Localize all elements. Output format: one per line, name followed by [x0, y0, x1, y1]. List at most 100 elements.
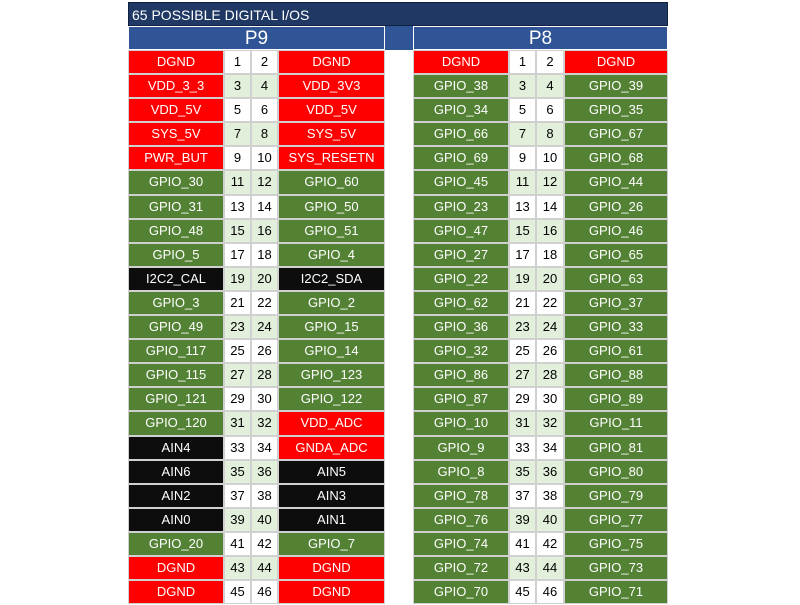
p9-signal-odd: GPIO_30	[128, 170, 224, 195]
p8-pin-even: 36	[536, 459, 564, 484]
p8-pin-odd: 35	[509, 459, 536, 484]
table-row: GPIO_49 23 24 GPIO_15 GPIO_36 23 24 GPIO_33	[128, 315, 668, 340]
p8-signal-even: GPIO_35	[564, 98, 668, 123]
table-row: DGND 45 46 DGND GPIO_70 45 46 GPIO_71	[128, 580, 668, 605]
table-row: GPIO_117 25 26 GPIO_14 GPIO_32 25 26 GPIO_61	[128, 339, 668, 364]
p8-pin-even: 38	[536, 483, 564, 508]
p8-pin-even: 30	[536, 387, 564, 412]
p9-pin-even: 22	[251, 290, 278, 316]
p9-header: P9	[128, 26, 385, 50]
p8-pin-odd: 17	[509, 242, 536, 267]
table-row: VDD_3_3 3 4 VDD_3V3 GPIO_38 3 4 GPIO_39	[128, 74, 668, 99]
p9-signal-even: GPIO_4	[278, 242, 385, 267]
p9-signal-even: GPIO_15	[278, 315, 385, 340]
p8-pin-even: 12	[536, 170, 564, 195]
p8-pin-odd: 29	[509, 387, 536, 412]
p9-signal-odd: GPIO_31	[128, 194, 224, 219]
p9-pin-even: 44	[251, 555, 278, 581]
pinout-table: 65 POSSIBLE DIGITAL I/OS P9 P8 DGND 1 2 DGN…	[128, 2, 668, 605]
p9-pin-even: 24	[251, 315, 278, 340]
p9-signal-odd: PWR_BUT	[128, 146, 224, 171]
p9-signal-even: GPIO_14	[278, 339, 385, 364]
p9-pin-odd: 5	[224, 98, 251, 123]
p8-signal-even: GPIO_67	[564, 122, 668, 147]
p8-pin-odd: 1	[509, 50, 536, 75]
p8-signal-odd: GPIO_76	[413, 507, 509, 532]
p9-pin-even: 2	[251, 50, 278, 75]
p9-pin-even: 20	[251, 266, 278, 291]
p8-signal-odd: GPIO_9	[413, 435, 509, 460]
p8-pin-odd: 27	[509, 363, 536, 388]
p8-signal-even: GPIO_33	[564, 315, 668, 340]
p8-pin-odd: 25	[509, 339, 536, 364]
p8-pin-even: 46	[536, 580, 564, 605]
p8-pin-even: 44	[536, 555, 564, 581]
p8-pin-even: 20	[536, 266, 564, 291]
p8-pin-even: 42	[536, 531, 564, 556]
p8-pin-odd: 39	[509, 507, 536, 532]
p8-signal-even: GPIO_39	[564, 74, 668, 99]
p8-signal-odd: GPIO_72	[413, 555, 509, 581]
p9-signal-even: DGND	[278, 50, 385, 75]
p8-signal-odd: GPIO_74	[413, 531, 509, 556]
p8-pin-odd: 41	[509, 531, 536, 556]
p8-pin-odd: 37	[509, 483, 536, 508]
pin-rows: DGND 1 2 DGND DGND 1 2 DGND VDD_3_3 3 4 VDD_3V3 GPIO…	[128, 50, 668, 605]
table-row: GPIO_3 21 22 GPIO_2 GPIO_62 21 22 GPIO_37	[128, 290, 668, 316]
p8-signal-odd: GPIO_8	[413, 459, 509, 484]
p9-signal-even: DGND	[278, 580, 385, 605]
p8-signal-odd: GPIO_78	[413, 483, 509, 508]
table-row: GPIO_115 27 28 GPIO_123 GPIO_86 27 28 GPIO_88	[128, 363, 668, 388]
p8-signal-even: GPIO_46	[564, 218, 668, 243]
p8-signal-even: GPIO_89	[564, 387, 668, 412]
table-row: SYS_5V 7 8 SYS_5V GPIO_66 7 8 GPIO_67	[128, 122, 668, 147]
p9-pin-even: 6	[251, 98, 278, 123]
p9-pin-even: 40	[251, 507, 278, 532]
p9-pin-even: 12	[251, 170, 278, 195]
p9-signal-even: AIN5	[278, 459, 385, 484]
p8-pin-odd: 33	[509, 435, 536, 460]
table-row: GPIO_31 13 14 GPIO_50 GPIO_23 13 14 GPIO_26	[128, 194, 668, 219]
p9-pin-even: 42	[251, 531, 278, 556]
p9-pin-odd: 31	[224, 411, 251, 436]
p8-signal-even: GPIO_11	[564, 411, 668, 436]
p9-pin-even: 34	[251, 435, 278, 460]
p8-signal-odd: DGND	[413, 50, 509, 75]
p9-signal-odd: AIN6	[128, 459, 224, 484]
p9-pin-odd: 19	[224, 266, 251, 291]
p9-signal-even: AIN3	[278, 483, 385, 508]
header-row: P9 P8	[128, 26, 668, 50]
p8-signal-even: GPIO_75	[564, 531, 668, 556]
p9-signal-odd: GPIO_20	[128, 531, 224, 556]
p9-signal-even: VDD_3V3	[278, 74, 385, 99]
p8-pin-even: 4	[536, 74, 564, 99]
p8-signal-odd: GPIO_66	[413, 122, 509, 147]
p8-pin-odd: 43	[509, 555, 536, 581]
p8-pin-odd: 3	[509, 74, 536, 99]
p8-signal-odd: GPIO_62	[413, 290, 509, 316]
p9-pin-odd: 23	[224, 315, 251, 340]
p9-pin-odd: 1	[224, 50, 251, 75]
p9-pin-odd: 3	[224, 74, 251, 99]
p8-signal-even: GPIO_68	[564, 146, 668, 171]
p9-signal-even: GPIO_51	[278, 218, 385, 243]
p9-pin-odd: 15	[224, 218, 251, 243]
p9-pin-even: 32	[251, 411, 278, 436]
table-row: GPIO_120 31 32 VDD_ADC GPIO_10 31 32 GPIO_11	[128, 411, 668, 436]
p9-pin-odd: 25	[224, 339, 251, 364]
p8-signal-odd: GPIO_34	[413, 98, 509, 123]
p9-pin-even: 16	[251, 218, 278, 243]
p9-pin-even: 30	[251, 387, 278, 412]
table-title: 65 POSSIBLE DIGITAL I/OS	[128, 2, 668, 26]
p9-pin-even: 8	[251, 122, 278, 147]
p8-signal-even: GPIO_44	[564, 170, 668, 195]
p9-pin-even: 14	[251, 194, 278, 219]
p9-signal-even: SYS_5V	[278, 122, 385, 147]
p8-signal-odd: GPIO_70	[413, 580, 509, 605]
p8-signal-even: DGND	[564, 50, 668, 75]
p9-pin-odd: 29	[224, 387, 251, 412]
p8-signal-odd: GPIO_22	[413, 266, 509, 291]
table-row: PWR_BUT 9 10 SYS_RESETN GPIO_69 9 10 GPIO_68	[128, 146, 668, 171]
p8-signal-even: GPIO_81	[564, 435, 668, 460]
p9-signal-odd: AIN2	[128, 483, 224, 508]
